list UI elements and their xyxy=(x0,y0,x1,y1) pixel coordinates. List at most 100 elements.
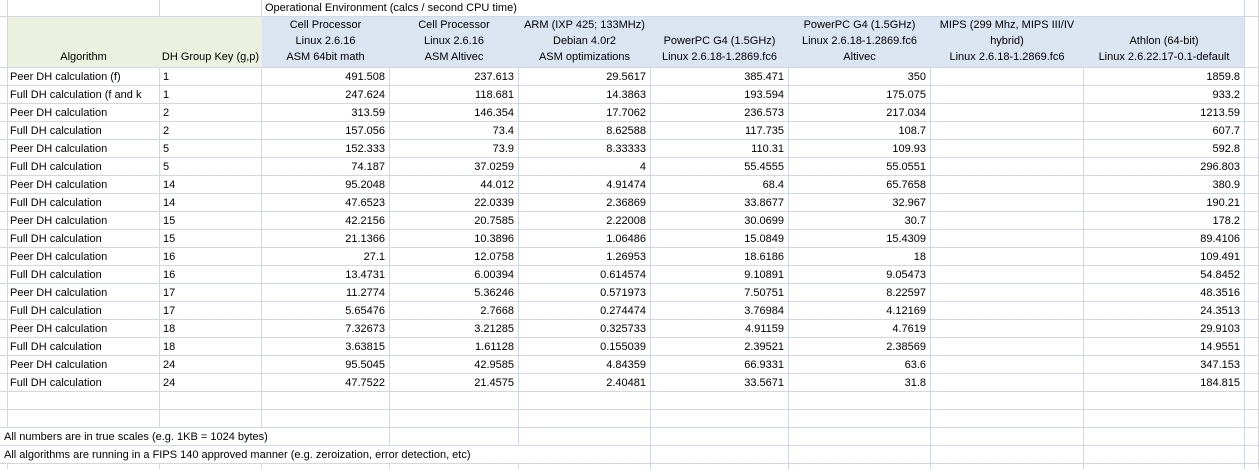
cell-group-key[interactable]: 17 xyxy=(160,302,262,320)
cell-value[interactable]: 20.7585 xyxy=(390,212,519,230)
cell-value[interactable]: 491.508 xyxy=(262,68,390,86)
cell-value[interactable] xyxy=(931,230,1084,248)
empty-cell[interactable] xyxy=(931,410,1084,428)
cell-value[interactable]: 4.84359 xyxy=(519,356,651,374)
empty-cell[interactable] xyxy=(931,428,1084,446)
empty-cell[interactable] xyxy=(390,428,519,446)
cell-value[interactable] xyxy=(931,302,1084,320)
cell-value[interactable]: 0.614574 xyxy=(519,266,651,284)
cell-value[interactable]: 380.9 xyxy=(1084,176,1245,194)
cell-value[interactable]: 48.3516 xyxy=(1084,284,1245,302)
cell-algorithm[interactable]: Peer DH calculation xyxy=(8,284,160,302)
empty-cell[interactable] xyxy=(789,392,931,410)
cell-algorithm[interactable]: Peer DH calculation xyxy=(8,104,160,122)
cell-value[interactable]: 68.4 xyxy=(651,176,789,194)
cell-value[interactable]: 217.034 xyxy=(789,104,931,122)
cell-value[interactable]: 24.3513 xyxy=(1084,302,1245,320)
cell-value[interactable]: 95.5045 xyxy=(262,356,390,374)
empty-cell[interactable] xyxy=(8,392,160,410)
cell-value[interactable]: 42.2156 xyxy=(262,212,390,230)
cell-value[interactable]: 0.155039 xyxy=(519,338,651,356)
cell-algorithm[interactable]: Full DH calculation (f and k xyxy=(8,86,160,104)
cell-value[interactable] xyxy=(931,140,1084,158)
cell-value[interactable]: 31.8 xyxy=(789,374,931,392)
column-header-group-key[interactable]: DH Group Key (g,p) xyxy=(160,17,262,68)
cell-value[interactable]: 95.2048 xyxy=(262,176,390,194)
cell-value[interactable]: 33.8677 xyxy=(651,194,789,212)
cell-value[interactable]: 5.65476 xyxy=(262,302,390,320)
cell-algorithm[interactable]: Full DH calculation xyxy=(8,194,160,212)
cell-value[interactable]: 3.21285 xyxy=(390,320,519,338)
footnote-fips[interactable]: All algorithms are running in a FIPS 140… xyxy=(0,446,651,464)
cell-algorithm[interactable]: Full DH calculation xyxy=(8,374,160,392)
cell-value[interactable]: 11.2774 xyxy=(262,284,390,302)
cell-group-key[interactable]: 1 xyxy=(160,86,262,104)
empty-cell[interactable] xyxy=(651,446,789,464)
cell-value[interactable]: 1.26953 xyxy=(519,248,651,266)
cell-value[interactable]: 30.7 xyxy=(789,212,931,230)
cell-value[interactable]: 9.10891 xyxy=(651,266,789,284)
cell-value[interactable]: 33.5671 xyxy=(651,374,789,392)
cell-group-key[interactable]: 16 xyxy=(160,266,262,284)
cell-value[interactable]: 6.00394 xyxy=(390,266,519,284)
empty-cell[interactable] xyxy=(1084,446,1245,464)
empty-cell[interactable] xyxy=(931,392,1084,410)
cell-algorithm[interactable]: Peer DH calculation xyxy=(8,140,160,158)
column-header-cell-processor-asm-64bit[interactable]: Cell Processor Linux 2.6.16 ASM 64bit math xyxy=(262,17,390,68)
cell-value[interactable]: 118.681 xyxy=(390,86,519,104)
cell-value[interactable]: 37.0259 xyxy=(390,158,519,176)
cell-value[interactable]: 350 xyxy=(789,68,931,86)
cell-value[interactable]: 4 xyxy=(519,158,651,176)
cell-value[interactable]: 4.12169 xyxy=(789,302,931,320)
cell-value[interactable]: 89.4106 xyxy=(1084,230,1245,248)
cell-value[interactable]: 0.274474 xyxy=(519,302,651,320)
cell-value[interactable]: 236.573 xyxy=(651,104,789,122)
empty-cell[interactable] xyxy=(8,410,160,428)
cell-value[interactable]: 74.187 xyxy=(262,158,390,176)
cell-value[interactable]: 55.0551 xyxy=(789,158,931,176)
cell-value[interactable]: 190.21 xyxy=(1084,194,1245,212)
cell-value[interactable]: 385.471 xyxy=(651,68,789,86)
cell-value[interactable]: 157.056 xyxy=(262,122,390,140)
cell-value[interactable]: 1.61128 xyxy=(390,338,519,356)
cell-value[interactable] xyxy=(931,356,1084,374)
empty-cell[interactable] xyxy=(789,446,931,464)
column-header-athlon-64bit[interactable]: Athlon (64-bit) Linux 2.6.22.17-0.1-defau… xyxy=(1084,17,1245,68)
cell-algorithm[interactable]: Full DH calculation xyxy=(8,230,160,248)
cell-value[interactable]: 2.22008 xyxy=(519,212,651,230)
empty-cell[interactable] xyxy=(160,0,262,17)
cell-group-key[interactable]: 18 xyxy=(160,338,262,356)
cell-value[interactable]: 63.6 xyxy=(789,356,931,374)
table-title-cell[interactable]: Operational Environment (calcs / second … xyxy=(262,0,1245,17)
empty-cell[interactable] xyxy=(160,392,262,410)
cell-value[interactable]: 3.76984 xyxy=(651,302,789,320)
cell-value[interactable]: 4.91474 xyxy=(519,176,651,194)
cell-algorithm[interactable]: Full DH calculation xyxy=(8,158,160,176)
cell-group-key[interactable]: 16 xyxy=(160,248,262,266)
cell-value[interactable]: 8.62588 xyxy=(519,122,651,140)
cell-group-key[interactable]: 14 xyxy=(160,194,262,212)
empty-cell[interactable] xyxy=(651,392,789,410)
cell-value[interactable]: 2.7668 xyxy=(390,302,519,320)
cell-value[interactable]: 18 xyxy=(789,248,931,266)
cell-value[interactable]: 2.39521 xyxy=(651,338,789,356)
empty-cell[interactable] xyxy=(651,428,789,446)
cell-value[interactable]: 32.967 xyxy=(789,194,931,212)
cell-group-key[interactable]: 15 xyxy=(160,212,262,230)
cell-value[interactable]: 4.7619 xyxy=(789,320,931,338)
cell-value[interactable]: 117.735 xyxy=(651,122,789,140)
cell-group-key[interactable]: 5 xyxy=(160,158,262,176)
cell-value[interactable]: 1859.8 xyxy=(1084,68,1245,86)
cell-value[interactable]: 193.594 xyxy=(651,86,789,104)
empty-cell[interactable] xyxy=(1084,410,1245,428)
cell-value[interactable] xyxy=(931,212,1084,230)
column-header-cell-processor-asm-altivec[interactable]: Cell Processor Linux 2.6.16 ASM Altivec xyxy=(390,17,519,68)
cell-value[interactable]: 15.0849 xyxy=(651,230,789,248)
cell-algorithm[interactable]: Peer DH calculation xyxy=(8,212,160,230)
cell-value[interactable] xyxy=(931,248,1084,266)
cell-value[interactable]: 22.0339 xyxy=(390,194,519,212)
empty-cell[interactable] xyxy=(519,428,651,446)
cell-value[interactable] xyxy=(931,320,1084,338)
cell-value[interactable]: 2.38569 xyxy=(789,338,931,356)
cell-value[interactable]: 29.5617 xyxy=(519,68,651,86)
